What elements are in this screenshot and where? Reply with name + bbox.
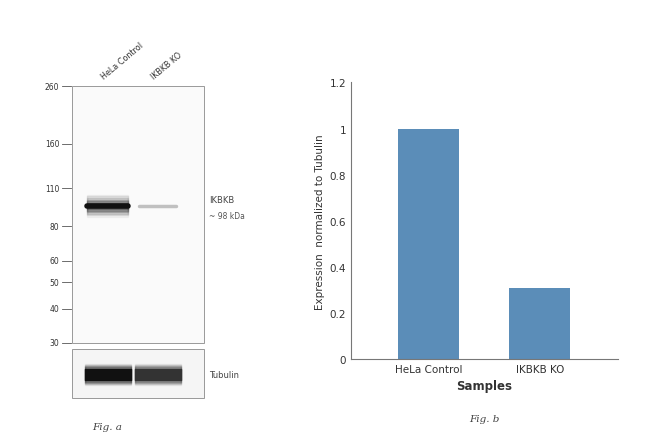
Y-axis label: Expression  normalized to Tubulin: Expression normalized to Tubulin <box>315 134 326 309</box>
Text: 160: 160 <box>45 140 59 149</box>
Text: 30: 30 <box>49 339 59 348</box>
Bar <box>509 288 570 359</box>
Bar <box>72 349 204 399</box>
Bar <box>398 129 460 359</box>
Text: 40: 40 <box>49 304 59 314</box>
Text: 50: 50 <box>49 278 59 287</box>
Text: IKBKB: IKBKB <box>209 196 234 205</box>
Text: 260: 260 <box>45 82 59 92</box>
Text: Tubulin: Tubulin <box>209 370 239 379</box>
Text: Fig. b: Fig. b <box>469 413 499 423</box>
Text: IKBKB KO: IKBKB KO <box>149 50 183 81</box>
Text: Fig. a: Fig. a <box>92 422 122 431</box>
Bar <box>72 87 204 343</box>
X-axis label: Samples: Samples <box>456 380 512 392</box>
Text: HeLa Control: HeLa Control <box>99 41 145 81</box>
Text: 110: 110 <box>45 184 59 194</box>
Text: ~ 98 kDa: ~ 98 kDa <box>209 212 245 221</box>
Text: 80: 80 <box>50 223 59 231</box>
Text: 60: 60 <box>49 256 59 265</box>
